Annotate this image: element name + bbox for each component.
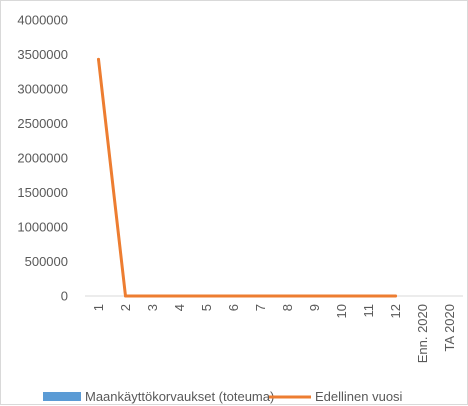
x-tick-label: 12 [388, 304, 403, 318]
x-tick-label: 7 [253, 304, 268, 311]
x-tick-label: 5 [199, 304, 214, 311]
series-line [97, 57, 397, 298]
x-tick-label: 2 [118, 304, 133, 311]
y-tick-label: 1000000 [17, 220, 68, 235]
line-point [151, 294, 154, 298]
y-tick-label: 0 [61, 289, 68, 304]
line-point [124, 294, 127, 298]
line-point [340, 294, 343, 298]
x-tick-label: TA 2020 [442, 304, 457, 351]
legend: Maankäyttökorvaukset (toteuma) Edellinen… [43, 389, 403, 404]
line-point [205, 294, 208, 298]
y-tick-label: 2000000 [17, 151, 68, 166]
y-tick-label: 2500000 [17, 116, 68, 131]
line-point [367, 294, 370, 298]
legend-label-line: Edellinen vuosi [315, 389, 403, 404]
legend-label-bar: Maankäyttökorvaukset (toteuma) [85, 389, 274, 404]
x-tick-label: 11 [361, 304, 376, 318]
legend-swatch-bar [43, 392, 81, 401]
x-axis-ticks: 1 2 3 4 5 6 7 8 9 10 11 12 Enn. 2020 TA 2020 [91, 304, 457, 363]
y-tick-label: 3500000 [17, 47, 68, 62]
line-point [394, 294, 397, 298]
y-tick-label: 1500000 [17, 185, 68, 200]
x-tick-label: 3 [145, 304, 160, 311]
x-tick-label: 4 [172, 304, 187, 311]
y-axis-ticks: 0 500000 1000000 1500000 2000000 2500000 30000… [17, 13, 68, 304]
line-point [178, 294, 181, 298]
line-series [97, 57, 397, 298]
y-tick-label: 4000000 [17, 13, 68, 28]
x-tick-label: 8 [280, 304, 295, 311]
x-tick-label: 10 [334, 304, 349, 318]
line-point [232, 294, 235, 298]
x-tick-label: 9 [307, 304, 322, 311]
x-tick-label: Enn. 2020 [415, 304, 430, 363]
line-point [97, 57, 100, 61]
y-tick-label: 500000 [25, 254, 68, 269]
line-point [259, 294, 262, 298]
line-point [313, 294, 316, 298]
x-tick-label: 6 [226, 304, 241, 311]
x-tick-label: 1 [91, 304, 106, 311]
line-point [286, 294, 289, 298]
y-tick-label: 3000000 [17, 82, 68, 97]
